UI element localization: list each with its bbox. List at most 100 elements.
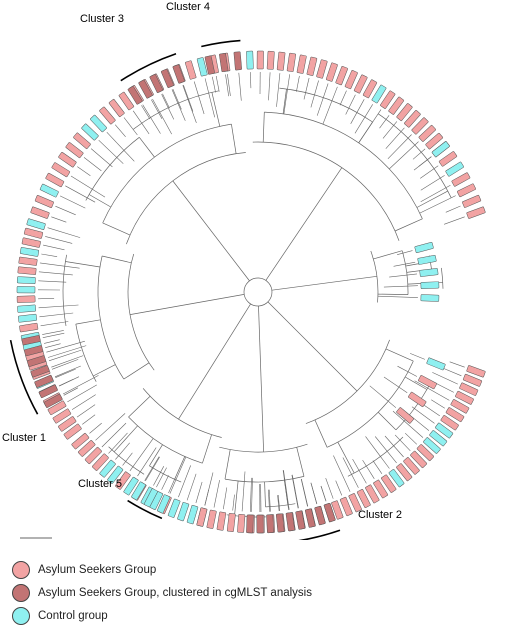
cluster-4-arc (201, 41, 240, 47)
tip-branch (212, 77, 215, 93)
tip-branch (227, 74, 230, 96)
leaf-node (197, 508, 208, 527)
branch-arc (149, 466, 181, 482)
tip-branch (77, 167, 90, 176)
branch-spoke (231, 124, 236, 154)
leaf-node (277, 52, 285, 71)
tip-branch (378, 296, 418, 297)
tip-branch (109, 433, 128, 454)
cluster-4-label: Cluster 4 (166, 1, 210, 13)
tip-branch (38, 298, 54, 299)
tip-branch (373, 461, 382, 474)
tip-branch (59, 377, 79, 386)
legend-item-control: Control group (12, 606, 312, 626)
branch-spoke (103, 223, 130, 235)
tip-branch (64, 388, 78, 396)
branch-spoke (259, 306, 264, 452)
branch-spoke (395, 219, 422, 231)
tip-branch (446, 206, 461, 212)
leaf-node (396, 407, 414, 423)
tip-branch (60, 196, 85, 208)
branch-spoke (93, 365, 115, 376)
tip-branch (102, 423, 126, 447)
leaf-node (297, 55, 307, 74)
branch-spoke (235, 481, 239, 516)
phylogenetic-tree: Cluster 3 Cluster 4 Cluster 1 Cluster 5 … (0, 0, 520, 540)
leaf-node (296, 511, 306, 530)
tip-branch (346, 95, 356, 115)
leaf-node (40, 184, 59, 198)
tip-branch (386, 128, 405, 149)
leaf-node (58, 152, 76, 168)
branch-spoke (65, 262, 100, 268)
tip-branch (412, 407, 435, 424)
tip-branch (420, 166, 438, 179)
tip-branch (67, 385, 96, 402)
leaf-node (445, 162, 464, 177)
tip-branch (284, 74, 290, 114)
leaf-node (17, 296, 35, 303)
tip-branch (71, 176, 105, 197)
asylum-swatch-icon (12, 561, 30, 579)
tip-branch (304, 78, 309, 99)
branch-spoke (265, 482, 266, 507)
leaf-node (30, 207, 49, 219)
branch-arc (63, 255, 67, 326)
tip-branch (39, 272, 73, 275)
branch-spoke (124, 363, 149, 379)
tip-branch (317, 84, 328, 116)
branch-arc (441, 268, 443, 289)
tip-branch (380, 115, 390, 128)
tip-branch (40, 263, 80, 268)
leaf-node (266, 515, 273, 533)
control-swatch-icon (12, 607, 30, 625)
tip-branch (383, 121, 397, 138)
tip-branch (398, 366, 417, 376)
tip-branch (233, 495, 235, 511)
legend-label-clustered: Asylum Seekers Group, clustered in cgMLS… (38, 587, 312, 599)
leaf-node (187, 505, 198, 524)
cluster-1-label: Cluster 1 (2, 432, 46, 444)
branch-spoke (263, 112, 264, 142)
leaf-node (457, 183, 476, 197)
tip-branch (250, 72, 251, 88)
tip-branch (419, 157, 432, 167)
tip-branch (162, 94, 174, 119)
tip-branch (45, 236, 72, 243)
leaf-node (287, 53, 296, 72)
branch-spoke (114, 426, 138, 452)
leaf-node (462, 195, 481, 208)
leaf-node (276, 514, 284, 533)
tip-branch (226, 74, 229, 96)
branch-spoke (76, 320, 101, 324)
tip-branch (90, 423, 102, 433)
tip-branch (223, 488, 227, 510)
branch-arc (129, 417, 203, 463)
leaf-node (19, 323, 38, 332)
tip-branch (441, 367, 461, 375)
tip-branch (115, 125, 125, 137)
tip-branch (153, 99, 172, 134)
leaf-node (466, 207, 485, 219)
tip-branch (183, 85, 197, 123)
tip-branch (82, 415, 95, 425)
cluster-3-label: Cluster 3 (80, 13, 124, 25)
branch-spoke (202, 435, 211, 464)
leaf-node (51, 162, 70, 177)
branch-spoke (338, 442, 354, 473)
tip-branch (41, 254, 57, 257)
tip-branch (405, 433, 417, 444)
branch-spoke (284, 480, 288, 505)
tip-branch (55, 369, 75, 378)
branch-spoke (266, 168, 342, 281)
leaf-node (35, 195, 54, 208)
leaf-node (315, 506, 326, 525)
tip-branch (410, 353, 425, 359)
branch-arc (86, 137, 140, 200)
tip-branch (375, 437, 396, 463)
tip-branch (389, 274, 417, 277)
tip-branch (389, 142, 418, 169)
tip-branch (194, 82, 204, 115)
tip-branch (48, 228, 81, 238)
branch-arc (76, 324, 96, 382)
